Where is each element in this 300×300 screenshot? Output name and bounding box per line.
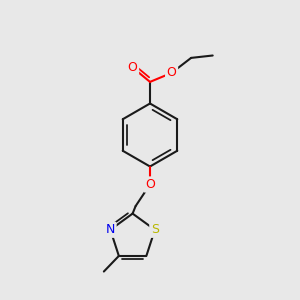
Text: N: N [106, 223, 115, 236]
Text: O: O [128, 61, 137, 74]
Text: O: O [167, 66, 176, 80]
Text: O: O [145, 178, 155, 191]
Text: S: S [151, 223, 159, 236]
